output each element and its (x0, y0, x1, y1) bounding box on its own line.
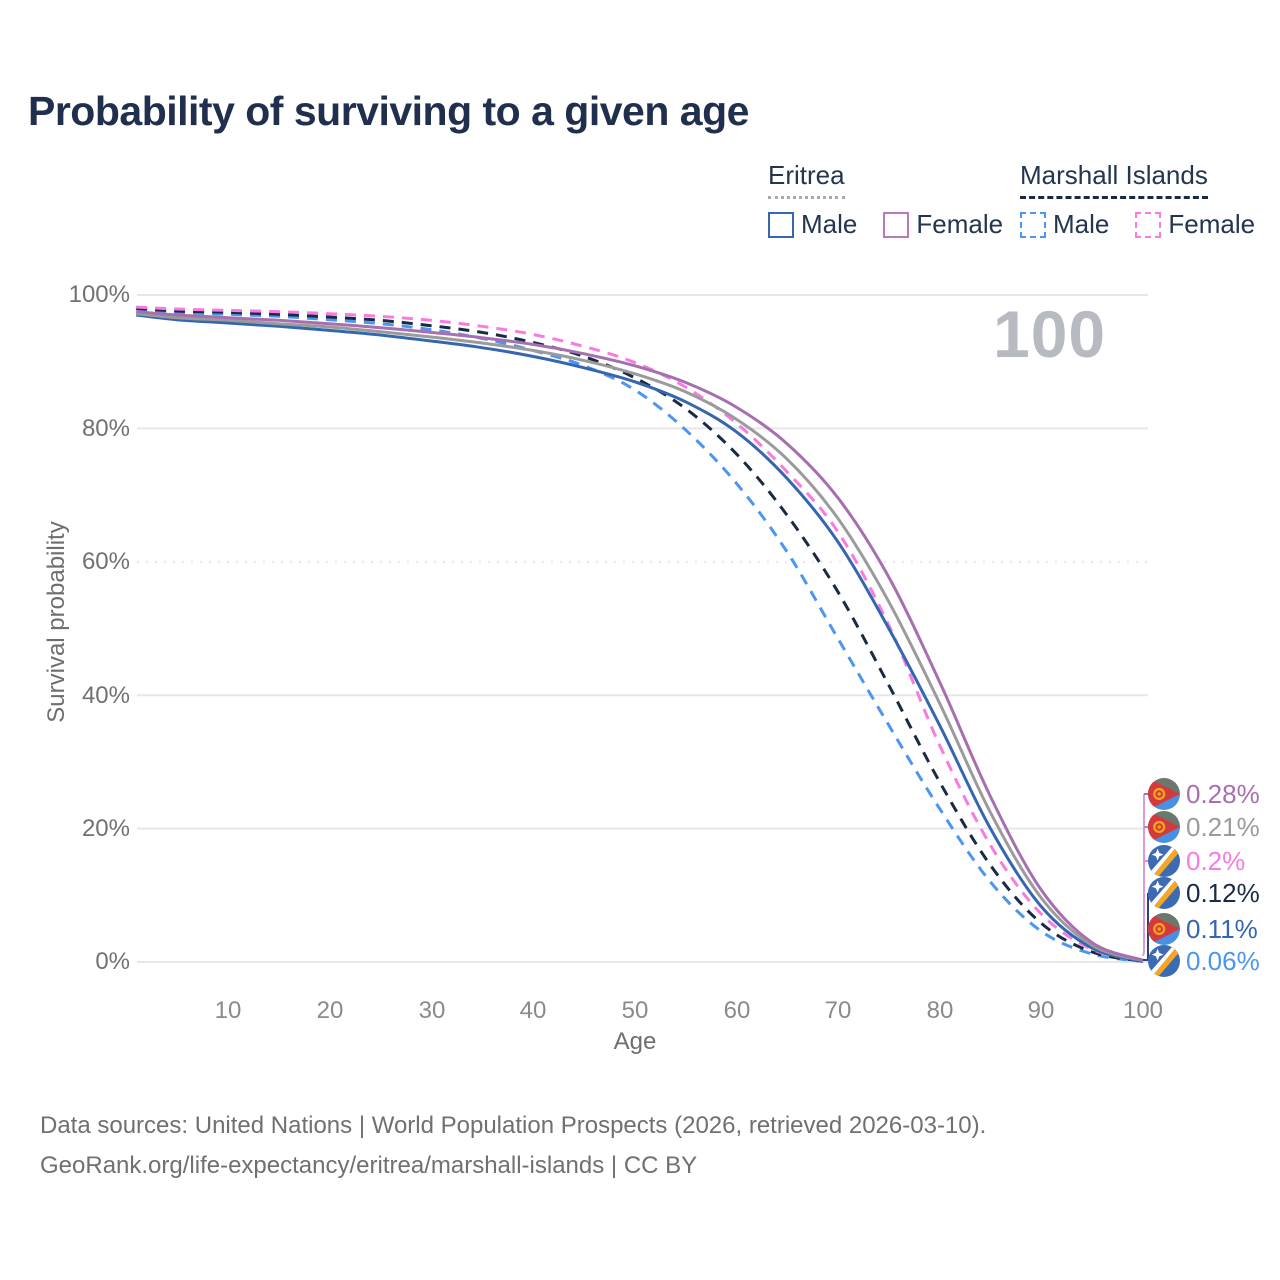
series-line-eritrea-male[interactable] (136, 313, 1144, 963)
x-tick-30: 30 (418, 997, 446, 1024)
series-line-marshall-islands[interactable] (136, 306, 1144, 963)
data-source-line: Data sources: United Nations | World Pop… (40, 1112, 987, 1139)
marshall-female-swatch-icon (1135, 211, 1162, 238)
x-tick-50: 50 (621, 997, 649, 1024)
x-tick-60: 60 (723, 997, 751, 1024)
series-line-eritrea[interactable] (136, 312, 1144, 963)
legend-item-eritrea-female[interactable]: Female (883, 209, 1003, 240)
x-tick-70: 70 (824, 997, 852, 1024)
y-tick-100: 100% (68, 281, 130, 308)
legend-item-eritrea-male[interactable]: Male (768, 209, 857, 240)
y-tick-0: 0% (95, 948, 130, 975)
legend-header-marshall-islands[interactable]: Marshall Islands (1020, 160, 1208, 199)
x-tick-40: 40 (519, 997, 547, 1024)
attribution-line[interactable]: GeoRank.org/life-expectancy/eritrea/mars… (40, 1152, 698, 1179)
legend-header-eritrea[interactable]: Eritrea (768, 160, 845, 199)
page-title: Probability of surviving to a given age (28, 88, 749, 134)
eritrea-male-swatch-icon (768, 211, 794, 238)
y-tick-80: 80% (81, 415, 130, 442)
y-tick-20: 20% (81, 815, 130, 842)
marshall-islands-flag-icon (1148, 845, 1180, 877)
eritrea-flag-icon (1148, 778, 1180, 810)
eritrea-flag-icon (1148, 811, 1180, 843)
eritrea-flag-icon (1148, 913, 1180, 945)
end-label-marshall-total[interactable]: 0.12% (1148, 876, 1260, 910)
footer: Data sources: United Nations | World Pop… (40, 1106, 986, 1186)
end-label-value: 0.11% (1186, 913, 1258, 944)
y-tick-40: 40% (81, 682, 130, 709)
marshall-male-swatch-icon (1020, 211, 1046, 238)
series-line-marshall-islands-male[interactable] (136, 308, 1144, 964)
x-axis-title: Age (613, 1028, 657, 1055)
x-tick-100: 100 (1122, 997, 1164, 1024)
x-tick-80: 80 (926, 997, 954, 1024)
end-label-value: 0.28% (1186, 778, 1260, 809)
end-label-marshall-male[interactable]: 0.06% (1148, 944, 1260, 978)
marshall-islands-flag-icon (1148, 945, 1180, 977)
end-label-value: 0.21% (1186, 811, 1260, 842)
x-tick-10: 10 (214, 997, 242, 1024)
end-label-value: 0.2% (1186, 845, 1246, 876)
end-label-eritrea-female[interactable]: 0.28% (1148, 777, 1260, 811)
eritrea-female-swatch-icon (883, 211, 910, 238)
end-label-value: 0.06% (1186, 945, 1260, 976)
y-tick-60: 60% (81, 548, 130, 575)
end-label-value: 0.12% (1186, 877, 1260, 908)
legend-item-label: Female (916, 209, 1004, 239)
legend-group-eritrea: Eritrea Male Female (768, 160, 1029, 240)
legend-item-label: Male (801, 209, 858, 239)
legend-item-label: Female (1168, 209, 1256, 239)
legend-group-marshall-islands: Marshall Islands Male Female (1020, 160, 1255, 240)
end-label-eritrea-total[interactable]: 0.21% (1148, 810, 1260, 844)
series-line-eritrea-female[interactable] (136, 310, 1144, 962)
age-watermark: 100 (993, 297, 1107, 371)
x-tick-90: 90 (1027, 997, 1055, 1024)
legend-item-label: Male (1053, 209, 1110, 239)
end-label-eritrea-male[interactable]: 0.11% (1148, 912, 1258, 946)
marshall-islands-flag-icon (1148, 877, 1180, 909)
end-label-marshall-female[interactable]: 0.2% (1148, 844, 1245, 878)
x-tick-20: 20 (316, 997, 344, 1024)
legend-item-marshall-female[interactable]: Female (1135, 209, 1255, 240)
connector-eritrea-bracket (1142, 951, 1145, 957)
series-line-marshall-islands-female[interactable] (136, 305, 1144, 963)
legend-item-marshall-male[interactable]: Male (1020, 209, 1109, 240)
